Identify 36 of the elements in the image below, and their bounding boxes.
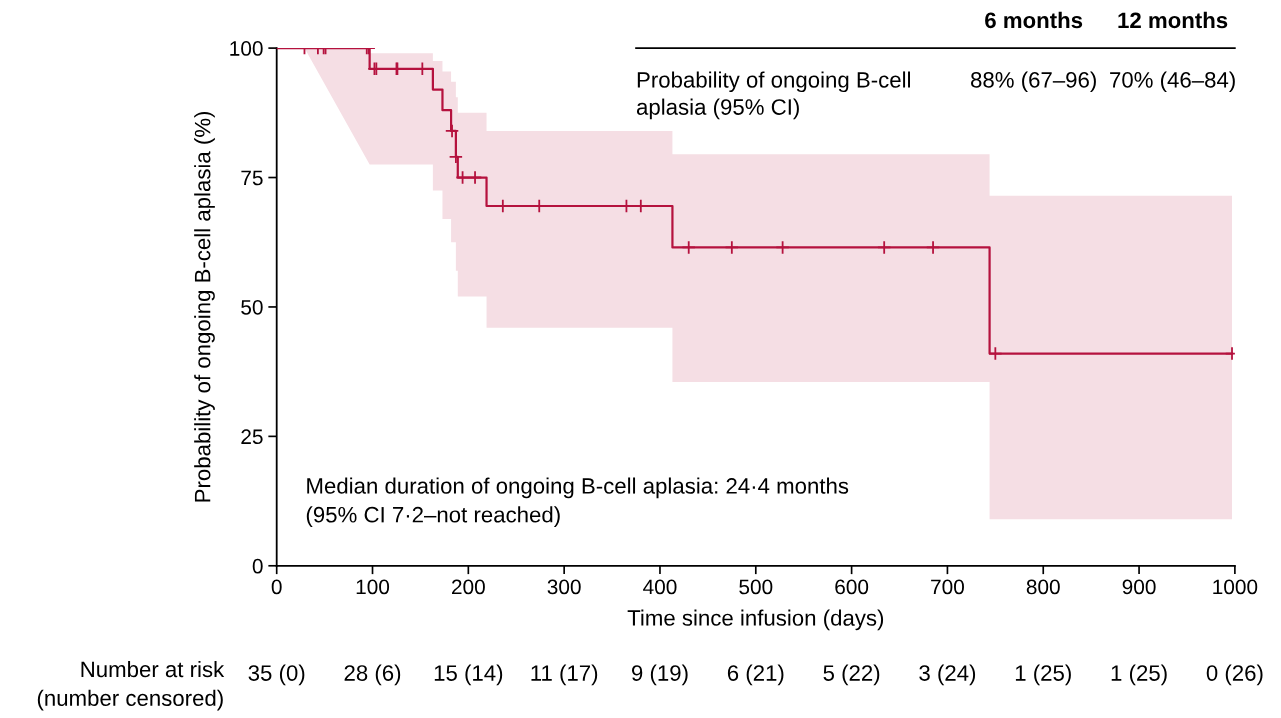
text: 28 (6) bbox=[344, 664, 401, 686]
annotation: Probability of ongoing B-cell aplasia (95% CI) bbox=[636, 71, 910, 120]
text: 15 (14) bbox=[434, 664, 503, 686]
x-tick-label: 800 bbox=[1026, 579, 1060, 595]
annotation: 70% (46–84) bbox=[1110, 71, 1235, 93]
text: 9 (19) bbox=[631, 664, 688, 686]
text: 6 (21) bbox=[727, 664, 784, 686]
text: 0 (26) bbox=[1206, 664, 1263, 686]
text: 12 months bbox=[1118, 11, 1228, 29]
y-tick-label: 50 bbox=[241, 299, 263, 315]
y-tick-label: 100 bbox=[230, 41, 263, 56]
x-tick-label: 200 bbox=[452, 579, 485, 595]
text: 3 (24) bbox=[919, 664, 976, 686]
x-tick-label: 1000 bbox=[1213, 579, 1258, 595]
text: 1 (25) bbox=[1111, 664, 1167, 686]
text: Number at risk (number censored) bbox=[37, 660, 225, 711]
y-tick-label: 25 bbox=[241, 429, 263, 445]
y-axis-title: Probability of ongoing B-cell aplasia (%) bbox=[194, 111, 215, 502]
x-tick-label: 0 bbox=[271, 579, 282, 595]
x-tick-label: 900 bbox=[1122, 579, 1156, 595]
x-tick-label: 700 bbox=[931, 579, 964, 595]
annotation: Median duration of ongoing B-cell aplasia: 24·4 months (95% CI 7·2–not reached) bbox=[306, 477, 849, 527]
annotation: 88% (67–96) bbox=[971, 71, 1096, 93]
text: 11 (17) bbox=[531, 664, 598, 686]
text: 6 months bbox=[985, 11, 1083, 29]
y-tick-label: 75 bbox=[241, 170, 263, 186]
y-tick-label: 0 bbox=[252, 558, 263, 574]
x-tick-label: 500 bbox=[739, 579, 773, 595]
text: 1 (25) bbox=[1015, 664, 1071, 686]
x-axis-title: Time since infusion (days) bbox=[627, 609, 884, 631]
x-tick-label: 600 bbox=[835, 579, 869, 595]
text: 35 (0) bbox=[248, 664, 305, 686]
x-tick-label: 400 bbox=[643, 579, 677, 595]
x-tick-label: 100 bbox=[356, 579, 390, 595]
x-tick-label: 300 bbox=[547, 579, 581, 595]
text: 5 (22) bbox=[823, 664, 880, 686]
